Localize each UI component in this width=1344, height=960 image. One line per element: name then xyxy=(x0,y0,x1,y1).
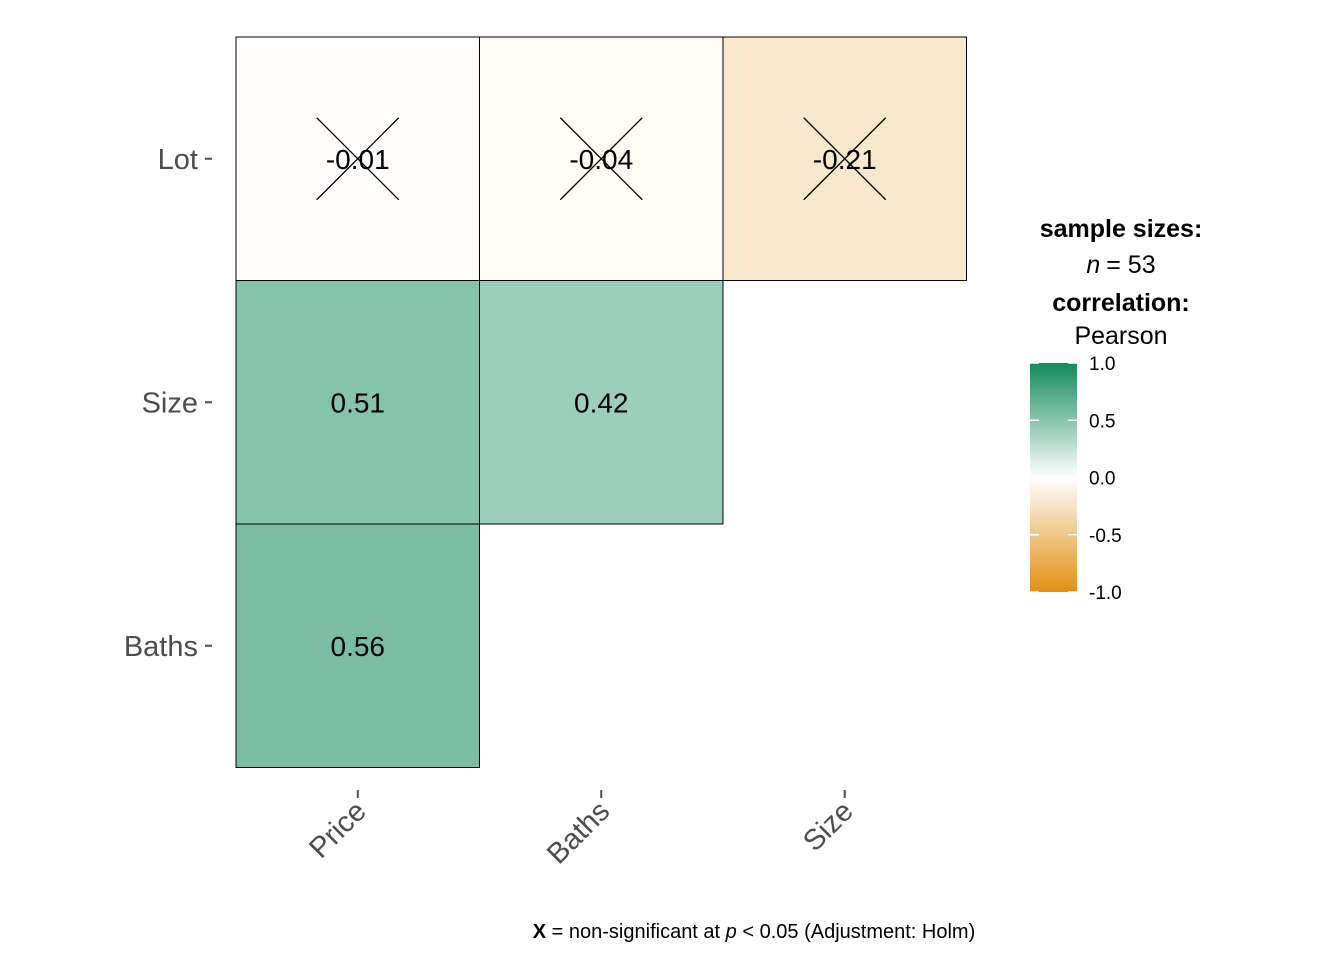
caption-text-after-p: < 0.05 (Adjustment: Holm) xyxy=(737,921,975,943)
x-tick-label: Baths xyxy=(541,795,616,870)
cell-value-label: 0.42 xyxy=(574,387,629,418)
heatmap-cell xyxy=(235,280,480,525)
legend: sample sizes: n = 53 correlation: Pearson… xyxy=(1030,215,1202,604)
legend-tick-label: 1.0 xyxy=(1089,354,1115,375)
cell-value-label: 0.51 xyxy=(331,387,386,418)
caption-x-symbol: X xyxy=(533,921,547,943)
heatmap-cell xyxy=(235,523,480,768)
y-axis: Baths Size Lot xyxy=(124,144,212,663)
caption-p-symbol: p xyxy=(725,921,737,943)
x-axis: Price Baths Size xyxy=(303,790,860,870)
heatmap-cells: 0.560.510.42-0.01-0.04-0.21 xyxy=(235,36,967,768)
legend-n-symbol: n xyxy=(1086,251,1100,279)
legend-sample-sizes-title: sample sizes: xyxy=(1040,215,1203,243)
nonsignificant-cross-line xyxy=(316,117,400,201)
legend-ticks: 1.0 0.5 0.0 -0.5 -1.0 xyxy=(1030,354,1122,604)
legend-tick-label: -0.5 xyxy=(1089,526,1122,547)
y-tick-label: Lot xyxy=(158,144,198,176)
significance-caption: X = non-significant at p < 0.05 (Adjustm… xyxy=(533,921,975,943)
legend-tick-label: 0.0 xyxy=(1089,469,1115,490)
y-tick-label: Size xyxy=(142,387,198,419)
legend-correlation-title: correlation: xyxy=(1052,289,1190,317)
legend-tick-label: -1.0 xyxy=(1089,583,1122,604)
legend-tick-label: 0.5 xyxy=(1089,411,1115,432)
nonsignificant-cross-line xyxy=(803,117,887,201)
nonsignificant-cross-line xyxy=(559,117,643,201)
caption-text-before-p: = non-significant at xyxy=(546,921,726,943)
legend-sample-size-value: n = 53 xyxy=(1086,251,1155,279)
x-tick-label: Price xyxy=(303,795,372,864)
legend-correlation-method: Pearson xyxy=(1074,322,1167,350)
y-tick-label: Baths xyxy=(124,631,198,663)
cell-value-label: 0.56 xyxy=(331,631,386,662)
legend-n-equals: = 53 xyxy=(1106,251,1155,279)
x-tick-label: Size xyxy=(797,795,860,858)
